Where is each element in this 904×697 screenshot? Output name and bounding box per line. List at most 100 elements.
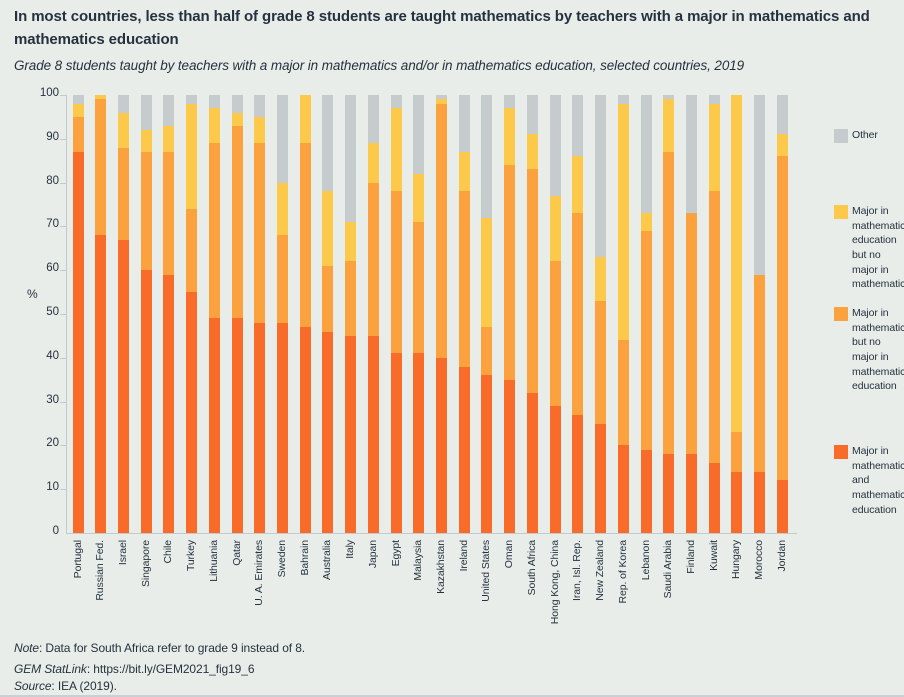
x-tick-label-singapore: Singapore xyxy=(139,540,152,587)
legend-swatch-icon xyxy=(834,445,848,459)
bar-segment xyxy=(299,143,311,328)
bar-segment xyxy=(708,103,720,192)
y-axis-unit-label: % xyxy=(27,287,38,301)
bar-segment xyxy=(345,95,357,223)
bar-segment xyxy=(322,265,334,332)
x-tick-label-south-africa: South Africa xyxy=(525,540,538,596)
statlink-line: GEM StatLink: https://bit.ly/GEM2021_fig… xyxy=(14,662,255,676)
bar-segment xyxy=(186,95,198,104)
bar-segment xyxy=(549,405,561,533)
statlink-prefix: GEM StatLink xyxy=(14,662,87,676)
bar-portugal xyxy=(72,95,84,533)
y-tick-label-0: 0 xyxy=(52,525,59,537)
bar-united-states xyxy=(481,95,493,533)
bar-segment xyxy=(186,103,198,209)
bar-lebanon xyxy=(640,95,652,533)
bar-segment xyxy=(186,208,198,293)
bar-segment xyxy=(640,213,652,231)
bar-segment xyxy=(322,331,334,533)
bar-segment xyxy=(595,95,607,258)
y-tick-mark-90 xyxy=(60,138,66,140)
bar-segment xyxy=(526,169,538,393)
bar-qatar xyxy=(231,95,243,533)
bar-segment xyxy=(617,445,629,533)
legend-swatch-icon xyxy=(834,205,848,219)
x-tick-label-israel: Israel xyxy=(116,540,129,566)
y-tick-mark-20 xyxy=(60,445,66,447)
bar-segment xyxy=(367,335,379,533)
note-prefix: Note xyxy=(14,641,39,655)
bar-segment xyxy=(163,274,175,533)
bar-segment xyxy=(163,95,175,126)
bar-segment xyxy=(526,134,538,170)
plot-area: % 0 10 20 30 40 50 60 70 80 90 100 Portugal Russian … xyxy=(27,87,797,624)
bar-segment xyxy=(186,292,198,533)
bar-segment xyxy=(254,116,266,144)
x-tick-label-sweden: Sweden xyxy=(275,540,288,578)
bar-hong-kong-china xyxy=(549,95,561,533)
statlink-url[interactable]: https://bit.ly/GEM2021_fig19_6 xyxy=(93,662,255,676)
y-tick-label-70: 70 xyxy=(46,218,59,231)
x-tick-label-japan: Japan xyxy=(366,540,379,569)
x-tick-label-chile: Chile xyxy=(162,540,175,564)
bar-segment xyxy=(345,335,357,533)
bar-segment xyxy=(685,454,697,533)
bar-segment xyxy=(776,95,788,135)
bar-segment xyxy=(72,116,84,152)
bar-segment xyxy=(504,108,516,166)
x-tick-label-u-a-emirates: U. A. Emirates xyxy=(253,540,266,606)
x-tick-label-egypt: Egypt xyxy=(389,540,402,567)
bar-segment xyxy=(231,125,243,319)
bar-segment xyxy=(345,222,357,262)
bar-segment xyxy=(208,108,220,144)
y-tick-mark-70 xyxy=(60,226,66,228)
x-tick-label-new-zealand: New Zealand xyxy=(594,540,607,601)
bar-segment xyxy=(390,353,402,533)
bar-segment xyxy=(458,191,470,367)
bar-segment xyxy=(367,95,379,144)
bar-italy xyxy=(345,95,357,533)
bar-segment xyxy=(436,95,448,100)
legend-label: Major in mathematics education but no ma… xyxy=(852,205,904,291)
bar-egypt xyxy=(390,95,402,533)
bar-lithuania xyxy=(208,95,220,533)
bar-segment xyxy=(276,182,288,236)
bar-segment xyxy=(708,191,720,463)
bar-segment xyxy=(731,432,743,472)
bar-segment xyxy=(708,462,720,533)
bar-segment xyxy=(436,99,448,104)
bar-segment xyxy=(276,95,288,183)
bar-segment xyxy=(776,480,788,533)
bar-morocco xyxy=(754,95,766,533)
bar-new-zealand xyxy=(595,95,607,533)
bar-segment xyxy=(617,95,629,104)
bar-segment xyxy=(685,213,697,455)
bar-segment xyxy=(95,235,107,533)
y-tick-mark-30 xyxy=(60,401,66,403)
bar-segment xyxy=(572,213,584,415)
bar-singapore xyxy=(140,95,152,533)
bar-segment xyxy=(163,125,175,152)
bar-u-a-emirates xyxy=(254,95,266,533)
bar-segment xyxy=(595,423,607,533)
y-tick-label-50: 50 xyxy=(46,306,59,318)
bar-segment xyxy=(504,379,516,533)
bar-segment xyxy=(436,103,448,358)
bar-segment xyxy=(640,95,652,214)
bar-segment xyxy=(640,449,652,533)
bar-segment xyxy=(413,353,425,533)
bar-segment xyxy=(140,95,152,131)
bar-segment xyxy=(413,222,425,354)
bar-segment xyxy=(322,191,334,266)
bottom-divider xyxy=(0,695,904,697)
bar-segment xyxy=(504,95,516,109)
y-tick-mark-100 xyxy=(60,95,66,96)
statlink-sep: : xyxy=(86,662,94,676)
bar-segment xyxy=(72,95,84,104)
x-tick-label-bahrain: Bahrain xyxy=(298,540,311,576)
bar-segment xyxy=(458,151,470,192)
bar-segment xyxy=(572,95,584,157)
y-tick-label-20: 20 xyxy=(46,437,59,450)
bar-south-africa xyxy=(526,95,538,533)
bar-segment xyxy=(458,95,470,152)
